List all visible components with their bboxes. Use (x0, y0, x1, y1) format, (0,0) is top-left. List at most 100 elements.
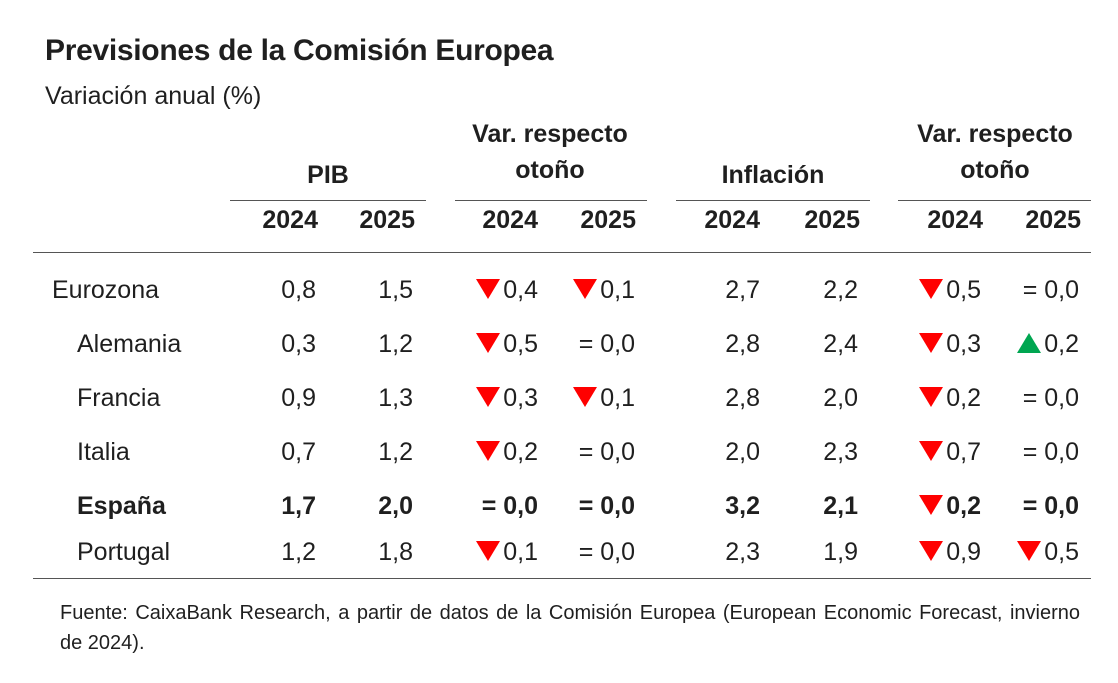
cell-value: 0,4 (503, 276, 538, 304)
cell-value: = 0,0 (578, 492, 635, 520)
down-triangle-icon (1017, 541, 1042, 562)
table-cell: = 0,0 (408, 492, 538, 521)
cell-value: 0,2 (946, 384, 981, 412)
table-cell: 0,8 (186, 276, 316, 305)
cell-value: 0,1 (503, 538, 538, 566)
table-cell: 0,7 (851, 438, 981, 467)
year-header: 2024 (482, 206, 538, 234)
cell-value: 0,2 (1044, 330, 1079, 358)
cell-value: = 0,0 (578, 330, 635, 358)
cell-value: 2,7 (725, 276, 760, 304)
cell-value: = 0,0 (1022, 438, 1079, 466)
cell-value: 0,7 (946, 438, 981, 466)
table-cell: 0,1 (505, 276, 635, 305)
table-cell: 2,7 (630, 276, 760, 305)
year-header: 2024 (262, 206, 318, 234)
year-header: 2025 (359, 206, 415, 234)
group-header-var-inflacion: Var. respecto otoño (917, 120, 1073, 184)
table-cell: 2,8 (630, 330, 760, 359)
table-cell: 2,0 (728, 384, 858, 413)
group-underline-inflacion (676, 200, 870, 201)
down-triangle-icon (573, 387, 598, 408)
cell-value: 0,9 (281, 384, 316, 412)
down-triangle-icon (919, 441, 944, 462)
table-cell: 2,4 (728, 330, 858, 359)
table-cell: 2,0 (283, 492, 413, 521)
table-cell: 0,5 (408, 330, 538, 359)
up-triangle-icon (1017, 333, 1042, 354)
cell-value: 0,3 (281, 330, 316, 358)
year-header: 2025 (580, 206, 636, 234)
table-cell: 3,2 (630, 492, 760, 521)
table-cell: = 0,0 (949, 276, 1079, 305)
cell-value: 1,2 (378, 330, 413, 358)
year-header: 2024 (927, 206, 983, 234)
table-cell: 2,3 (630, 538, 760, 567)
row-label: España (77, 492, 166, 520)
table-subtitle: Variación anual (%) (45, 82, 262, 110)
cell-value: 1,8 (378, 538, 413, 566)
down-triangle-icon (919, 333, 944, 354)
table-cell: 0,9 (851, 538, 981, 567)
cell-value: 2,8 (725, 330, 760, 358)
cell-value: 1,5 (378, 276, 413, 304)
table-row: Portugal 1,2 1,8 0,1 = 0,0 2,3 1,9 0,9 0,5 (0, 530, 1118, 574)
table-cell: 0,4 (408, 276, 538, 305)
table-cell: 0,2 (851, 384, 981, 413)
row-label: Eurozona (52, 276, 160, 304)
down-triangle-icon (476, 279, 501, 300)
year-header: 2025 (804, 206, 860, 234)
table-cell: = 0,0 (505, 330, 635, 359)
table-cell: 0,7 (186, 438, 316, 467)
cell-value: 0,5 (946, 276, 981, 304)
cell-value: 0,5 (1044, 538, 1079, 566)
year-header: 2025 (1025, 206, 1081, 234)
cell-value: 0,3 (946, 330, 981, 358)
header-rule (33, 252, 1091, 253)
cell-value: 2,4 (823, 330, 858, 358)
cell-value: = 0,0 (1022, 384, 1079, 412)
table-cell: 1,2 (186, 538, 316, 567)
group-underline-var-inflacion (898, 200, 1091, 201)
table-cell: 1,2 (283, 438, 413, 467)
cell-value: 2,3 (725, 538, 760, 566)
cell-value: 2,0 (823, 384, 858, 412)
table-cell: 0,1 (408, 538, 538, 567)
source-note: Fuente: CaixaBank Research, a partir de … (60, 602, 1080, 654)
cell-value: 1,2 (378, 438, 413, 466)
cell-value: 1,9 (823, 538, 858, 566)
cell-value: 0,8 (281, 276, 316, 304)
cell-value: = 0,0 (481, 492, 538, 520)
row-label: Alemania (77, 330, 182, 358)
table-cell: 0,3 (186, 330, 316, 359)
table-cell: = 0,0 (505, 438, 635, 467)
table-cell: 2,0 (630, 438, 760, 467)
table-cell: 1,8 (283, 538, 413, 567)
cell-value: 0,2 (946, 492, 981, 520)
table-cell: 0,1 (505, 384, 635, 413)
group-underline-pib (230, 200, 426, 201)
table-cell: 2,8 (630, 384, 760, 413)
table-row: Italia 0,7 1,2 0,2 = 0,0 2,0 2,3 0,7 = 0,0 (0, 430, 1118, 474)
table-cell: 1,9 (728, 538, 858, 567)
table-row: Eurozona 0,8 1,5 0,4 0,1 2,7 2,2 0,5 = 0,0 (0, 268, 1118, 312)
table-cell: 0,2 (949, 330, 1079, 359)
cell-value: 1,3 (378, 384, 413, 412)
down-triangle-icon (919, 541, 944, 562)
cell-value: 1,2 (281, 538, 316, 566)
table-cell: = 0,0 (949, 438, 1079, 467)
down-triangle-icon (476, 387, 501, 408)
group-underline-var-pib (455, 200, 647, 201)
bottom-rule (33, 578, 1091, 579)
cell-value: 1,7 (281, 492, 316, 520)
cell-value: 0,7 (281, 438, 316, 466)
table-cell: = 0,0 (949, 492, 1079, 521)
table-row: Francia 0,9 1,3 0,3 0,1 2,8 2,0 0,2 = 0,0 (0, 376, 1118, 420)
cell-value: = 0,0 (1022, 276, 1079, 304)
table-cell: 0,3 (851, 330, 981, 359)
cell-value: 0,1 (600, 276, 635, 304)
group-header-var-pib: Var. respecto otoño (472, 120, 628, 184)
down-triangle-icon (476, 541, 501, 562)
cell-value: 2,0 (378, 492, 413, 520)
table-cell: = 0,0 (505, 538, 635, 567)
